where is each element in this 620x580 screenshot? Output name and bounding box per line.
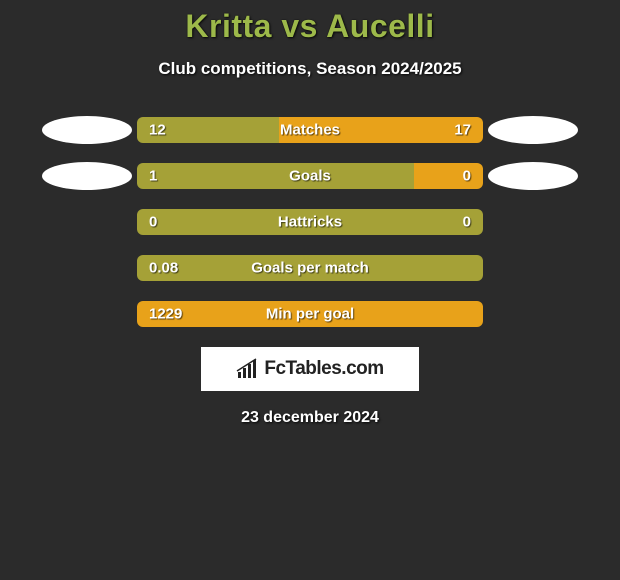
page-title: Kritta vs Aucelli	[0, 8, 620, 45]
stat-bar: 0.08 Goals per match	[137, 255, 483, 281]
date-label: 23 december 2024	[0, 409, 620, 427]
stat-bar: 1229 Min per goal	[137, 301, 483, 327]
stat-row: 12 Matches 17	[0, 117, 620, 143]
stat-left-value: 1	[149, 168, 157, 185]
player-avatar-right	[488, 116, 578, 144]
stat-label: Matches	[280, 122, 340, 139]
stat-row: 0.08 Goals per match	[0, 255, 620, 281]
stat-row: 0 Hattricks 0	[0, 209, 620, 235]
brand-inner: FcTables.com	[236, 357, 383, 381]
stat-right-value: 17	[454, 122, 471, 139]
avatar-left-slot	[37, 116, 137, 144]
stat-bar: 1 Goals 0	[137, 163, 483, 189]
player-avatar-left	[42, 116, 132, 144]
comparison-widget: Kritta vs Aucelli Club competitions, Sea…	[0, 0, 620, 427]
stat-right-value: 0	[463, 168, 471, 185]
stat-right-value: 0	[463, 214, 471, 231]
stat-left-value: 1229	[149, 306, 182, 323]
stat-row: 1 Goals 0	[0, 163, 620, 189]
stat-label: Min per goal	[266, 306, 354, 323]
stat-left-value: 12	[149, 122, 166, 139]
stat-bar: 0 Hattricks 0	[137, 209, 483, 235]
stat-label: Hattricks	[278, 214, 342, 231]
player-avatar-right	[488, 162, 578, 190]
bar-chart-icon	[236, 357, 260, 381]
player-avatar-left	[42, 162, 132, 190]
stat-bar: 12 Matches 17	[137, 117, 483, 143]
subtitle: Club competitions, Season 2024/2025	[0, 59, 620, 79]
stats-area: 12 Matches 17 1 Goals 0 0 Hattricks 0 0.08 Goals p…	[0, 117, 620, 327]
brand-text: FcTables.com	[264, 358, 383, 380]
avatar-left-slot	[37, 162, 137, 190]
bar-left-fill	[137, 163, 414, 189]
stat-left-value: 0	[149, 214, 157, 231]
brand-box[interactable]: FcTables.com	[201, 347, 419, 391]
avatar-right-slot	[483, 162, 583, 190]
stat-label: Goals	[289, 168, 331, 185]
bar-right-fill	[414, 163, 483, 189]
avatar-right-slot	[483, 116, 583, 144]
stat-row: 1229 Min per goal	[0, 301, 620, 327]
stat-label: Goals per match	[251, 260, 369, 277]
stat-left-value: 0.08	[149, 260, 178, 277]
